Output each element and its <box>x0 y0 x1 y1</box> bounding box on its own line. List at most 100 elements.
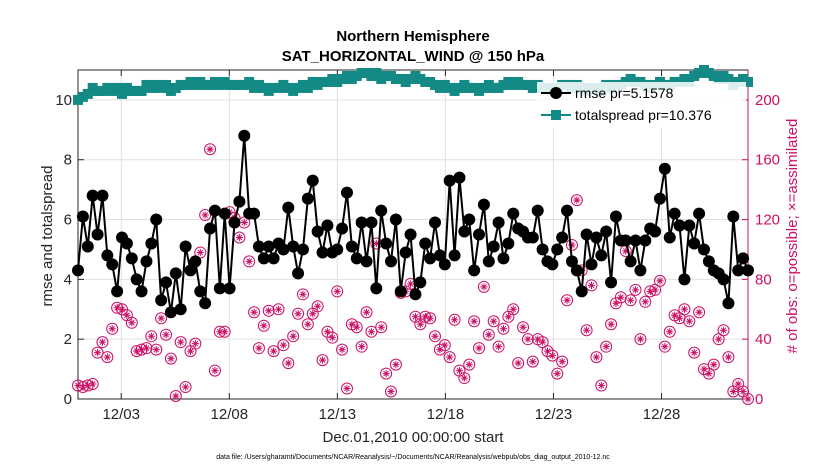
rmse-point <box>174 303 187 316</box>
rmse-point <box>531 204 544 217</box>
rmse-point <box>609 210 622 223</box>
obs-point <box>184 345 197 358</box>
rmse-point <box>433 249 446 262</box>
obs-point <box>541 345 554 358</box>
obs-point <box>414 318 427 331</box>
rmse-point <box>355 216 368 229</box>
obs-point <box>497 322 510 335</box>
rmse-point <box>575 285 588 298</box>
rmse-point <box>321 219 334 232</box>
obs-point <box>551 367 564 380</box>
rmse-point <box>556 231 569 244</box>
obs-point <box>106 322 119 335</box>
rmse-point <box>248 207 261 220</box>
legend: rmse pr=5.1578 totalspread pr=10.376 <box>537 82 746 128</box>
rmse-point <box>252 240 265 253</box>
rmse-point <box>267 252 280 265</box>
obs-point <box>605 318 618 331</box>
rmse-point <box>311 225 324 238</box>
x-tick-label: 12/23 <box>535 406 573 423</box>
obs-point <box>140 342 153 355</box>
rmse-point <box>448 249 461 262</box>
rmse-point <box>125 252 138 265</box>
obs-point <box>570 194 583 207</box>
rmse-point <box>742 264 754 277</box>
obs-point <box>189 337 202 350</box>
obs-point <box>717 324 730 337</box>
obs-point <box>565 238 578 251</box>
rmse-point <box>404 228 417 241</box>
rmse-point <box>76 210 89 223</box>
rmse-point <box>507 207 520 220</box>
obs-point <box>517 321 530 334</box>
y-right-tick-label: 40 <box>755 331 772 348</box>
y-left-tick-label: 0 <box>64 391 72 408</box>
rmse-point <box>91 228 104 241</box>
legend-totalspread-marker <box>551 110 561 120</box>
obs-point <box>257 319 270 332</box>
rmse-point <box>282 201 295 214</box>
rmse-point <box>663 231 676 244</box>
obs-point <box>492 340 505 353</box>
obs-point <box>116 303 129 316</box>
rmse-point <box>292 267 305 280</box>
y-right-tick-label: 80 <box>755 271 772 288</box>
obs-point <box>463 358 476 371</box>
chart-subtitle: SAT_HORIZONTAL_WIND @ 150 hPa <box>282 48 545 65</box>
rmse-point <box>653 192 666 205</box>
obs-point <box>580 324 593 337</box>
obs-point <box>663 325 676 338</box>
obs-point <box>174 336 187 349</box>
y-axis-right: 0 40 80 120 160 200 <box>742 70 780 408</box>
x-tick-label: 12/28 <box>643 406 681 423</box>
rmse-point <box>497 252 510 265</box>
rmse-point <box>453 171 466 184</box>
legend-box <box>537 82 746 128</box>
rmse-point <box>130 273 143 286</box>
obs-point <box>634 333 647 346</box>
rmse-point <box>526 231 539 244</box>
x-axis-label: Dec.01,2010 00:00:00 start <box>323 429 505 446</box>
totalspread-point <box>136 85 147 96</box>
obs-point <box>350 321 363 334</box>
totalspread-point <box>244 76 255 87</box>
obs-point <box>697 363 710 376</box>
rmse-point <box>394 285 407 298</box>
y-axis-left-label: rmse and totalspread <box>39 166 56 307</box>
rmse-point <box>169 267 182 280</box>
rmse-point <box>678 273 691 286</box>
obs-point <box>595 379 608 392</box>
obs-point <box>561 294 574 307</box>
obs-point <box>96 336 109 349</box>
rmse-point <box>399 246 412 259</box>
rmse-point <box>164 306 177 319</box>
obs-point <box>86 378 99 391</box>
rmse-point <box>658 162 671 175</box>
obs-point <box>101 351 114 364</box>
rmse-point <box>331 243 344 256</box>
obs-point <box>502 310 515 323</box>
rmse-point <box>301 192 314 205</box>
obs-point <box>365 325 378 338</box>
obs-point <box>125 316 138 329</box>
obs-point <box>688 346 701 359</box>
rmse-point <box>199 297 212 310</box>
rmse-point <box>380 237 393 250</box>
rmse-point <box>384 255 397 268</box>
totalspread-point <box>161 79 172 90</box>
obs-point <box>600 340 613 353</box>
y-right-tick-label: 160 <box>755 152 780 169</box>
obs-point <box>512 357 525 370</box>
obs-point <box>267 345 280 358</box>
chart-title: Northern Hemisphere <box>336 28 489 45</box>
obs-point <box>742 393 754 405</box>
rmse-point <box>717 273 730 286</box>
rmse-point <box>737 252 750 265</box>
obs-point <box>526 355 539 368</box>
obs-point <box>164 352 177 365</box>
rmse-point <box>443 174 456 187</box>
rmse-point <box>482 255 495 268</box>
obs-point <box>306 307 319 320</box>
rmse-point <box>624 255 637 268</box>
x-tick-label: 12/18 <box>427 406 465 423</box>
